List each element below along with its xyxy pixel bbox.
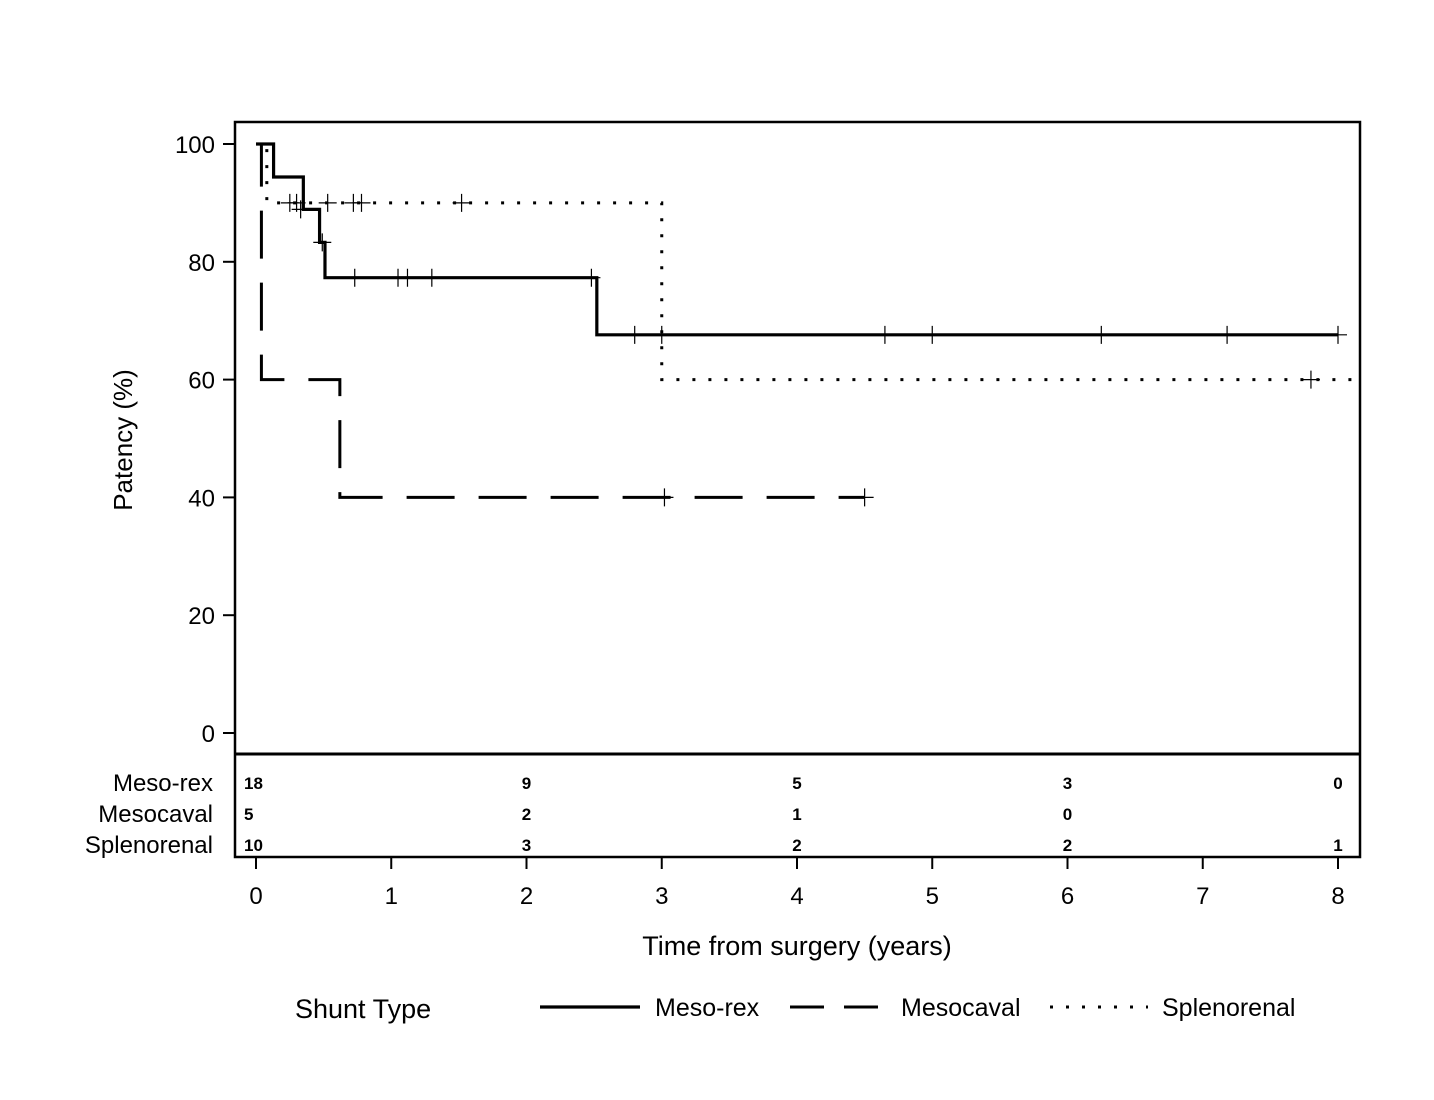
censor-mark-meso-rex <box>1092 325 1111 344</box>
x-tick-label: 7 <box>1196 883 1209 910</box>
censor-mark-splenorenal <box>1301 370 1320 389</box>
legend-label-mesocaval: Mesocaval <box>901 994 1021 1022</box>
x-tick-label: 5 <box>926 883 939 910</box>
plot-frame <box>233 120 1362 859</box>
censor-mark-meso-rex <box>1218 325 1237 344</box>
censor-mark-mesocaval <box>855 488 874 507</box>
legend-label-splenorenal: Splenorenal <box>1162 994 1295 1022</box>
risk-count: 3 <box>1063 774 1072 793</box>
series-mesocaval <box>256 142 874 507</box>
risk-row-label: Meso-rex <box>113 770 213 797</box>
x-tick-label: 3 <box>655 883 668 910</box>
series-line-splenorenal <box>256 142 1359 382</box>
censor-mark-meso-rex <box>313 233 332 252</box>
censor-mark-meso-rex <box>345 268 364 287</box>
series-meso-rex <box>256 142 1347 344</box>
censor-mark-mesocaval <box>655 488 674 507</box>
y-tick-label: 100 <box>175 132 215 159</box>
censor-mark-splenorenal <box>452 193 471 212</box>
y-tick-label: 0 <box>202 721 215 748</box>
risk-count: 1 <box>792 805 801 824</box>
y-axis-label: Patency (%) <box>108 369 138 511</box>
series-line-meso-rex <box>256 142 1338 337</box>
censor-mark-meso-rex <box>1329 325 1347 344</box>
risk-count: 2 <box>522 805 531 824</box>
censor-mark-splenorenal <box>318 193 337 212</box>
risk-count: 0 <box>1333 774 1342 793</box>
risk-count: 3 <box>522 836 531 855</box>
risk-count: 10 <box>244 836 263 855</box>
x-tick-label: 2 <box>520 883 533 910</box>
risk-row-label: Splenorenal <box>85 832 213 859</box>
risk-count: 18 <box>244 774 263 793</box>
censor-mark-splenorenal <box>287 193 306 212</box>
legend-label-meso-rex: Meso-rex <box>655 994 760 1022</box>
risk-count: 0 <box>1063 805 1072 824</box>
x-tick-label: 1 <box>385 883 398 910</box>
y-axis: 0 20 40 60 80 100 <box>175 132 235 748</box>
x-tick-label: 0 <box>249 883 262 910</box>
censor-mark-meso-rex <box>422 268 441 287</box>
censor-mark-meso-rex <box>923 325 942 344</box>
series-layer <box>256 142 1359 507</box>
y-tick-label: 20 <box>188 603 215 630</box>
risk-count: 1 <box>1333 836 1342 855</box>
legend: Shunt Type Meso-rex Mesocaval Splenorenal <box>295 994 1295 1024</box>
x-axis: 0 1 2 3 4 5 6 7 8 <box>249 857 1345 910</box>
censor-mark-meso-rex <box>625 325 644 344</box>
risk-count: 5 <box>244 805 253 824</box>
censor-mark-splenorenal <box>352 193 371 212</box>
legend-title: Shunt Type <box>295 994 431 1024</box>
y-tick-label: 60 <box>188 368 215 395</box>
censor-mark-meso-rex <box>652 325 671 344</box>
risk-count: 2 <box>1063 836 1072 855</box>
risk-row-label: Mesocaval <box>98 801 213 828</box>
series-line-mesocaval <box>256 142 865 499</box>
x-axis-label: Time from surgery (years) <box>642 931 952 961</box>
x-tick-label: 6 <box>1061 883 1074 910</box>
risk-count: 2 <box>792 836 801 855</box>
y-tick-label: 40 <box>188 485 215 512</box>
x-tick-label: 8 <box>1331 883 1344 910</box>
censor-mark-meso-rex <box>582 268 601 287</box>
series-splenorenal <box>256 142 1359 389</box>
y-tick-label: 80 <box>188 250 215 277</box>
plot-border <box>233 120 1362 859</box>
risk-count: 5 <box>792 774 801 793</box>
censor-mark-meso-rex <box>398 268 417 287</box>
risk-count: 9 <box>522 774 531 793</box>
censor-mark-meso-rex <box>875 325 894 344</box>
x-tick-label: 4 <box>790 883 803 910</box>
